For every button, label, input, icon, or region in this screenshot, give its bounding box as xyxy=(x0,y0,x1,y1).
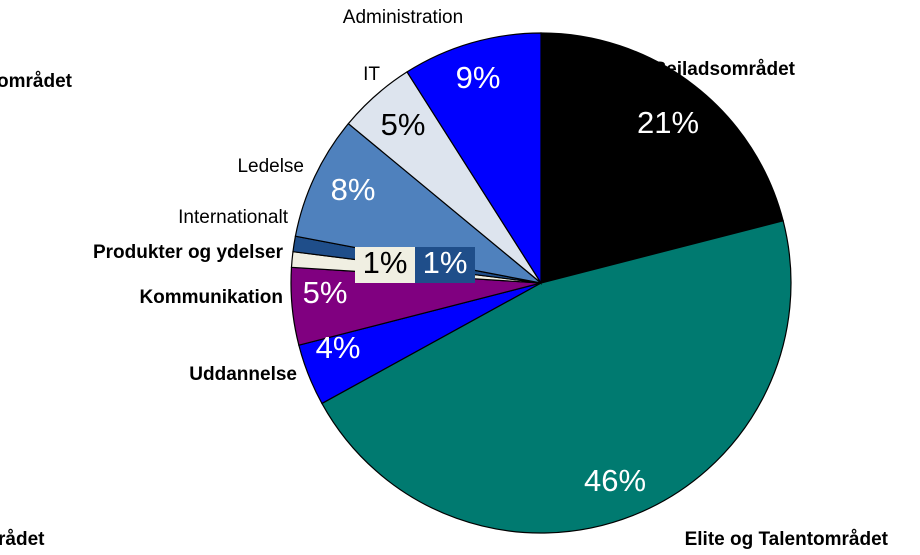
category-label: Administration xyxy=(343,7,463,28)
pie-slice xyxy=(406,32,542,286)
value-label: 5% xyxy=(381,107,426,142)
value-label: 1% xyxy=(423,245,468,280)
pie-slice xyxy=(321,220,792,534)
value-label: 46% xyxy=(584,463,646,498)
category-label: Uddannelse xyxy=(189,364,297,385)
annotation: rådet xyxy=(0,529,45,550)
category-label: Internationalt xyxy=(178,207,289,228)
label-box xyxy=(415,247,475,283)
value-label: 4% xyxy=(316,330,361,365)
pie-slice xyxy=(294,122,542,284)
category-label: Kommunikation xyxy=(139,287,283,308)
value-label: 5% xyxy=(303,275,348,310)
pie-slice xyxy=(540,32,784,284)
value-label: 9% xyxy=(456,60,501,95)
category-label: Ledelse xyxy=(237,156,304,177)
label-box xyxy=(355,247,415,283)
category-label: Elite og Talentområdet xyxy=(685,529,889,550)
category-label: IT xyxy=(363,64,380,85)
value-label: 1% xyxy=(363,245,408,280)
annotation: området xyxy=(0,71,73,92)
category-label: Produkter og ydelser xyxy=(93,242,284,263)
value-label: 21% xyxy=(637,105,699,140)
value-label: 8% xyxy=(331,172,376,207)
category-label: Sejladsområdet xyxy=(654,59,796,80)
